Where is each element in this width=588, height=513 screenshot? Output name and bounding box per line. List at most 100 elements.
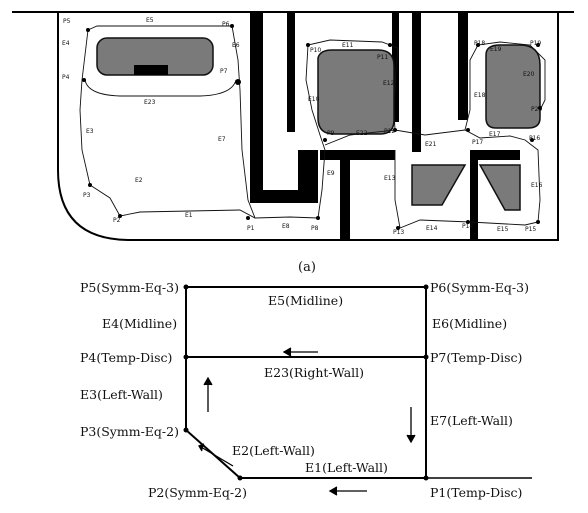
graph-node-dot (423, 284, 429, 290)
waypoint-dot (88, 183, 92, 187)
graph-edge-labels: E5(Midline) E4(Midline) E6(Midline) E23(… (80, 293, 513, 475)
waypoint-dot (246, 216, 250, 220)
edge-label-e1: E1(Left-Wall) (305, 460, 388, 475)
edge-label-e2: E2(Left-Wall) (232, 443, 315, 458)
arrow-left-icon (328, 486, 367, 496)
edge-label-e7: E7(Left-Wall) (430, 413, 513, 428)
edge-label-e23: E23(Right-Wall) (264, 365, 364, 380)
graph-node-dot (183, 354, 189, 360)
map-label-e7: E7 (218, 136, 226, 143)
graph-node-dot (423, 475, 429, 481)
direction-arrows (198, 347, 416, 496)
map-label-e14: E14 (426, 225, 438, 232)
arrow-up-icon (203, 376, 213, 412)
waypoint-dot (530, 138, 534, 142)
map-label-p18: P18 (474, 40, 485, 47)
map-label-e5: E5 (146, 17, 154, 24)
waypoint-dot (536, 43, 540, 47)
edge-label-e4: E4(Midline) (102, 316, 177, 331)
obstacle-door (134, 65, 168, 75)
arrow-left-icon (282, 347, 318, 357)
node-label-p3: P3(Symm-Eq-2) (80, 424, 179, 439)
waypoint-dot (316, 216, 320, 220)
map-label-p3: P3 (83, 192, 91, 199)
map-obstacles (96, 37, 541, 211)
map-label-p8: P8 (311, 225, 319, 232)
arrow-down-icon (406, 407, 416, 444)
edge-label-e6: E6(Midline) (432, 316, 507, 331)
graph-edges (185, 286, 532, 479)
graph-node-labels: P5(Symm-Eq-3) P6(Symm-Eq-3) P4(Temp-Disc… (80, 280, 529, 500)
waypoint-dot (476, 43, 480, 47)
subfigure-caption: (a) (298, 260, 316, 275)
graph-node-dot (237, 475, 243, 481)
waypoint-dot (235, 79, 241, 85)
arrow-up-left-icon (198, 443, 234, 467)
waypoint-dot (230, 24, 234, 28)
map-label-p17: P17 (472, 139, 483, 146)
map-label-e18: E18 (474, 92, 486, 99)
map-label-e12: E12 (383, 80, 395, 87)
map-label-e17: E17 (489, 131, 501, 138)
map-label-e19: E19 (490, 46, 502, 53)
topological-graph: P5(Symm-Eq-3) P6(Symm-Eq-3) P4(Temp-Disc… (80, 280, 532, 500)
map-label-e2: E2 (135, 177, 143, 184)
waypoint-dot (393, 128, 397, 132)
map-label-p20: P20 (531, 106, 542, 113)
graph-nodes (183, 284, 429, 481)
map-label-e23: E23 (144, 99, 156, 106)
waypoint-dot (466, 220, 470, 224)
map-label-p11: P11 (377, 54, 388, 61)
waypoint-dot (86, 28, 90, 32)
map-label-p6: P6 (222, 21, 230, 28)
waypoint-dot (388, 43, 392, 47)
map-label-p19: P19 (530, 40, 541, 47)
node-label-p6: P6(Symm-Eq-3) (430, 280, 529, 295)
node-label-p2: P2(Symm-Eq-2) (148, 485, 247, 500)
edge-label-e5: E5(Midline) (268, 293, 343, 308)
map-label-e22: E22 (356, 130, 368, 137)
waypoint-dot (466, 128, 470, 132)
map-label-p4: P4 (62, 74, 70, 81)
waypoint-dot (306, 43, 310, 47)
map-walls (250, 12, 520, 240)
map-label-e4: E4 (62, 40, 70, 47)
environment-map: P1 P2 P3 P4 P5 P6 P7 P8 P9 P10 P11 P12 P… (12, 11, 574, 241)
map-boundary (57, 12, 559, 241)
map-label-p5: P5 (63, 18, 71, 25)
map-label-e1: E1 (185, 212, 193, 219)
node-label-p4: P4(Temp-Disc) (80, 350, 172, 365)
map-label-e9: E9 (327, 170, 335, 177)
waypoint-dot (118, 214, 122, 218)
map-label-p7: P7 (220, 68, 228, 75)
graph-node-dot (183, 427, 189, 433)
map-edge-labels: E1 E2 E3 E4 E5 E6 E7 E8 E9 E10 E11 E12 E… (62, 17, 543, 233)
waypoint-dot (536, 220, 540, 224)
edge-label-e3: E3(Left-Wall) (80, 387, 163, 402)
map-label-p13: P13 (393, 229, 404, 236)
node-label-p5: P5(Symm-Eq-3) (80, 280, 179, 295)
waypoint-dot (82, 78, 86, 82)
map-label-p15: P15 (525, 226, 536, 233)
map-label-p10: P10 (310, 47, 321, 54)
map-label-p14: P14 (462, 223, 473, 230)
graph-node-dot (423, 354, 429, 360)
map-node-labels: P1 P2 P3 P4 P5 P6 P7 P8 P9 P10 P11 P12 P… (62, 18, 542, 236)
map-label-p9: P9 (327, 130, 335, 137)
waypoint-dot (323, 138, 327, 142)
graph-node-dot (183, 284, 189, 290)
waypoint-dot (538, 106, 542, 110)
map-label-e15: E15 (497, 226, 509, 233)
map-label-p1: P1 (247, 225, 255, 232)
map-label-e16: E16 (531, 182, 543, 189)
node-label-p7: P7(Temp-Disc) (430, 350, 522, 365)
map-label-p2: P2 (113, 217, 121, 224)
waypoint-dot (396, 226, 400, 230)
map-label-p12: P12 (384, 128, 395, 135)
map-label-e8: E8 (282, 223, 290, 230)
map-label-e10: E10 (308, 96, 320, 103)
node-label-p1: P1(Temp-Disc) (430, 485, 522, 500)
map-label-e6: E6 (232, 42, 240, 49)
map-label-p16: P16 (529, 135, 540, 142)
